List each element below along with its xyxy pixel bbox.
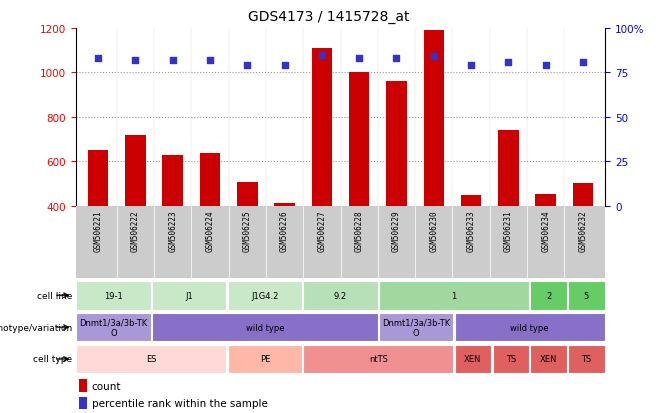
Bar [199,153,220,295]
Text: cell type: cell type [34,355,72,363]
Point [392,56,402,62]
Bar [386,82,407,295]
Bar [303,345,453,373]
Bar [163,155,183,295]
Text: XEN: XEN [540,355,557,363]
Bar [379,281,529,310]
Point [503,59,514,66]
Text: GSM506229: GSM506229 [392,210,401,252]
Text: GSM506231: GSM506231 [504,210,513,252]
Text: GSM506228: GSM506228 [355,210,364,252]
Text: count: count [91,381,121,391]
Point [242,63,253,69]
Bar [572,183,594,295]
Text: GSM506230: GSM506230 [429,210,438,252]
Bar [312,49,332,295]
Text: percentile rank within the sample: percentile rank within the sample [91,398,267,408]
Bar [493,345,529,373]
Bar [349,73,369,295]
Bar [76,281,151,310]
Point [428,54,439,61]
Bar [79,379,87,392]
Bar [152,281,226,310]
Bar [125,135,145,295]
Text: Dnmt1/3a/3b-TK
O: Dnmt1/3a/3b-TK O [382,318,450,337]
Text: GSM506234: GSM506234 [541,210,550,252]
Text: 2: 2 [546,291,551,300]
Text: ntTS: ntTS [369,355,388,363]
Bar [455,313,605,342]
Text: GSM506232: GSM506232 [578,210,588,252]
Point [466,63,476,69]
Bar [569,345,605,373]
Bar [79,397,87,409]
Bar [530,345,567,373]
Point [540,63,551,69]
Bar [424,31,444,295]
Point [354,56,365,62]
Text: GSM506221: GSM506221 [93,210,103,252]
Bar [461,195,482,295]
Text: 1: 1 [451,291,457,300]
Text: GSM506223: GSM506223 [168,210,177,252]
Text: cell line: cell line [37,291,72,300]
Text: Dnmt1/3a/3b-TK
O: Dnmt1/3a/3b-TK O [80,318,147,337]
Point [578,59,588,66]
Text: genotype/variation: genotype/variation [0,323,72,332]
Text: 19-1: 19-1 [104,291,123,300]
Text: TS: TS [581,355,592,363]
Point [205,57,215,64]
Text: wild type: wild type [511,323,549,332]
Bar [455,345,491,373]
Bar [237,182,257,295]
Text: GSM506225: GSM506225 [243,210,252,252]
Text: 9.2: 9.2 [334,291,347,300]
Bar [228,345,302,373]
Bar [88,151,109,295]
Point [167,57,178,64]
Text: TS: TS [505,355,516,363]
Text: GSM506233: GSM506233 [467,210,476,252]
Point [93,56,103,62]
Text: J1G4.2: J1G4.2 [251,291,278,300]
Text: GSM506227: GSM506227 [317,210,326,252]
Text: 5: 5 [584,291,589,300]
Point [130,57,141,64]
Text: ES: ES [146,355,157,363]
Text: GSM506226: GSM506226 [280,210,289,252]
Text: wild type: wild type [245,323,284,332]
Point [316,52,327,59]
Text: GSM506222: GSM506222 [131,210,140,252]
Text: PE: PE [260,355,270,363]
Text: GDS4173 / 1415728_at: GDS4173 / 1415728_at [248,10,410,24]
Bar [569,281,605,310]
Bar [76,345,226,373]
Bar [536,194,556,295]
Point [279,63,290,69]
Bar [530,281,567,310]
Bar [379,313,453,342]
Bar [498,131,519,295]
Text: XEN: XEN [465,355,482,363]
Text: GSM506224: GSM506224 [205,210,215,252]
Text: J1: J1 [186,291,193,300]
Bar [274,203,295,295]
Bar [228,281,302,310]
Bar [152,313,378,342]
Bar [76,313,151,342]
Bar [303,281,378,310]
